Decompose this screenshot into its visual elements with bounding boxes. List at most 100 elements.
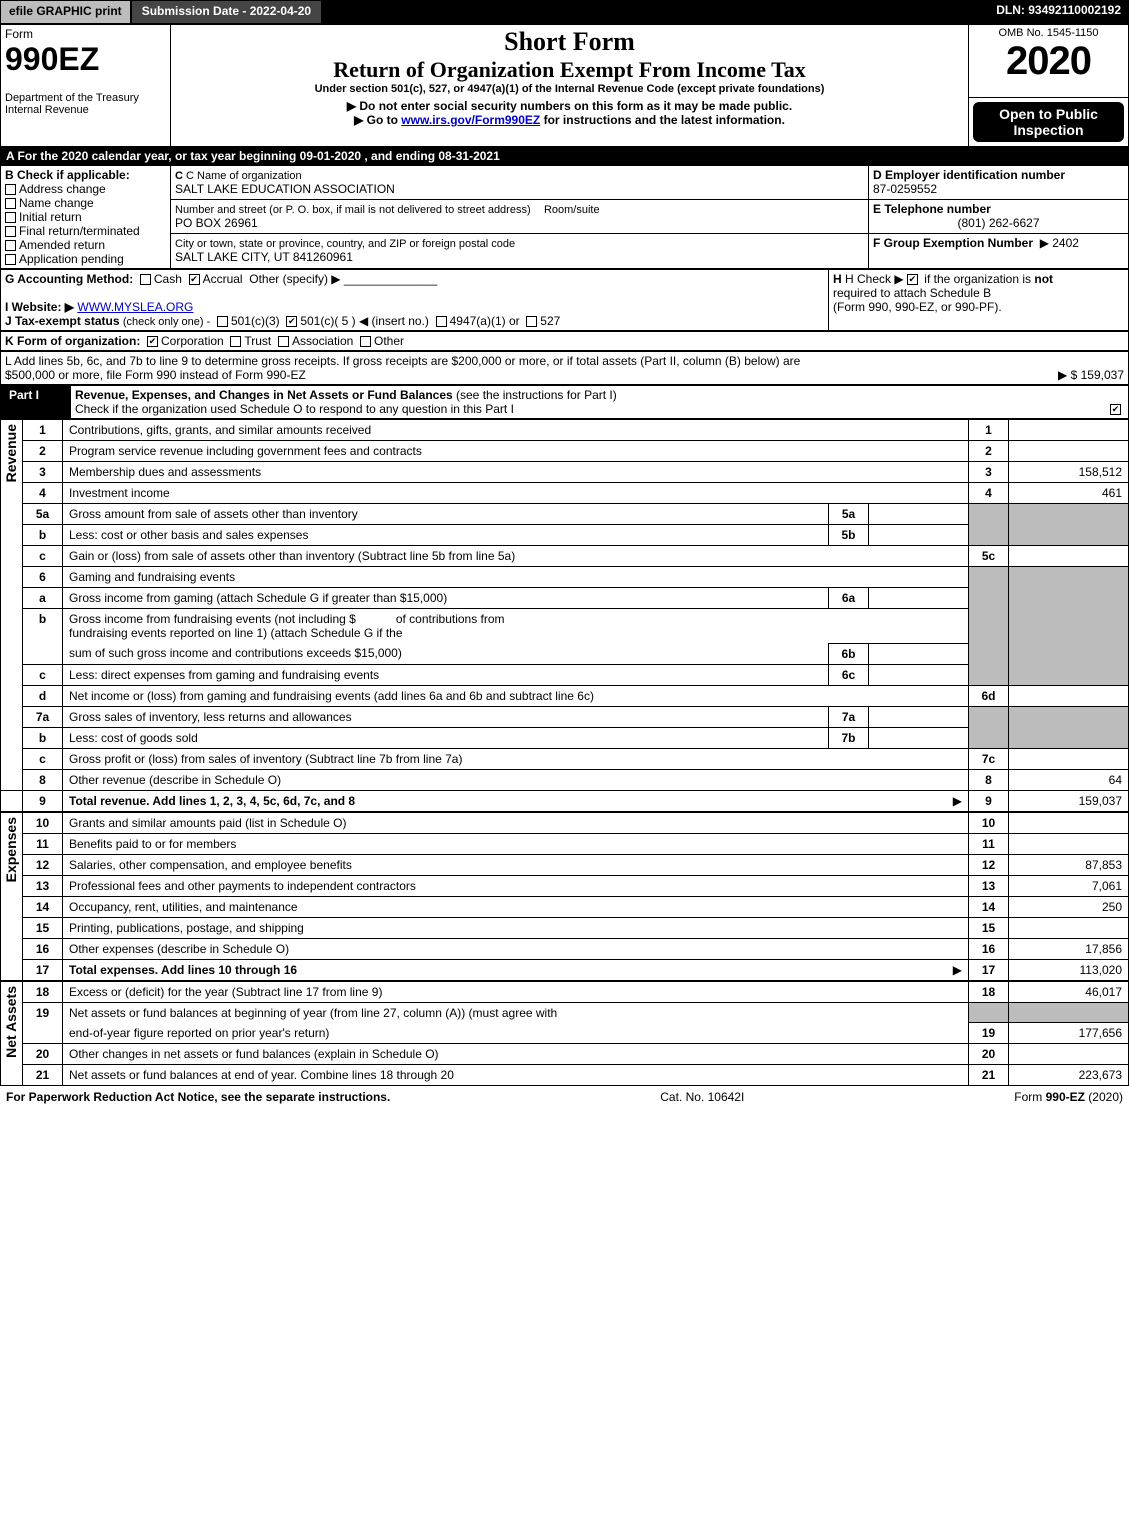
irs-link[interactable]: www.irs.gov/Form990EZ [401, 113, 540, 127]
city-label: City or town, state or province, country… [175, 238, 515, 250]
form-word: Form [5, 27, 166, 41]
ln11-amt [1009, 833, 1129, 854]
ln21-amt: 223,673 [1009, 1065, 1129, 1086]
netassets-sidebar: Net Assets [1, 982, 21, 1062]
ln17-text: Total expenses. Add lines 10 through 16 [69, 963, 297, 977]
ln16-ref: 16 [969, 938, 1009, 959]
ein-label: D Employer identification number [873, 168, 1065, 182]
check-4947[interactable] [436, 316, 447, 327]
check-address-change[interactable] [5, 184, 16, 195]
website-link[interactable]: WWW.MYSLEA.ORG [77, 300, 193, 314]
lbl-h-rest: if the organization is [924, 272, 1031, 286]
dln-label: DLN: 93492110002192 [988, 0, 1129, 24]
ssn-warning: ▶ Do not enter social security numbers o… [175, 99, 964, 113]
ln20-text: Other changes in net assets or fund bala… [63, 1044, 969, 1065]
ln7c-ref: 7c [969, 748, 1009, 769]
check-assoc[interactable] [278, 336, 289, 347]
check-527[interactable] [526, 316, 537, 327]
ln15-text: Printing, publications, postage, and shi… [63, 917, 969, 938]
ln13-num: 13 [23, 875, 63, 896]
omb-label: OMB No. 1545-1150 [973, 27, 1124, 39]
revenue-sidebar: Revenue [1, 420, 21, 486]
netassets-table: Net Assets 18 Excess or (deficit) for th… [0, 981, 1129, 1087]
lbl-name-change: Name change [19, 196, 94, 210]
ln19-amt: 177,656 [1009, 1023, 1129, 1044]
ln7a-text: Gross sales of inventory, less returns a… [63, 706, 829, 727]
top-bar: efile GRAPHIC print Submission Date - 20… [0, 0, 1129, 24]
check-501c[interactable] [286, 316, 297, 327]
check-application-pending[interactable] [5, 254, 16, 265]
group-exemption-label: F Group Exemption Number [873, 236, 1033, 250]
form-subtitle: Under section 501(c), 527, or 4947(a)(1)… [175, 83, 964, 95]
check-cash[interactable] [140, 274, 151, 285]
ln4-ref: 4 [969, 482, 1009, 503]
submission-date-label: Submission Date - 2022-04-20 [131, 0, 322, 24]
ln7a-sub: 7a [829, 706, 869, 727]
section-l-text2: $500,000 or more, file Form 990 instead … [5, 368, 306, 382]
check-corp[interactable] [147, 336, 158, 347]
check-schedule-b[interactable] [907, 274, 918, 285]
ln8-text: Other revenue (describe in Schedule O) [63, 769, 969, 790]
lbl-initial-return: Initial return [19, 210, 82, 224]
check-schedule-o[interactable] [1110, 404, 1121, 415]
part1-label: Part I [1, 385, 71, 418]
section-b-label: B Check if applicable: [5, 168, 130, 182]
street-label: Number and street (or P. O. box, if mail… [175, 204, 531, 216]
check-name-change[interactable] [5, 198, 16, 209]
ln6a-num: a [23, 587, 63, 608]
org-info-table: B Check if applicable: Address change Na… [0, 165, 1129, 269]
revenue-table: Revenue 1 Contributions, gifts, grants, … [0, 419, 1129, 812]
ln3-amt: 158,512 [1009, 461, 1129, 482]
ln5c-num: c [23, 545, 63, 566]
ln8-num: 8 [23, 769, 63, 790]
ln6b-t2: of contributions from [396, 612, 505, 626]
ln18-text: Excess or (deficit) for the year (Subtra… [63, 981, 969, 1002]
section-h-label: H H Check ▶ [833, 272, 904, 286]
ln5b-num: b [23, 524, 63, 545]
section-l-text1: L Add lines 5b, 6c, and 7b to line 9 to … [5, 354, 800, 368]
ln2-amt [1009, 440, 1129, 461]
ln16-num: 16 [23, 938, 63, 959]
check-501c3[interactable] [217, 316, 228, 327]
check-accrual[interactable] [189, 274, 200, 285]
lbl-accrual: Accrual [203, 272, 243, 286]
ln20-num: 20 [23, 1044, 63, 1065]
ln5c-text: Gain or (loss) from sale of assets other… [63, 545, 969, 566]
page-footer: For Paperwork Reduction Act Notice, see … [0, 1086, 1129, 1108]
check-initial-return[interactable] [5, 212, 16, 223]
efile-print-button[interactable]: efile GRAPHIC print [0, 0, 131, 24]
goto-post: for instructions and the latest informat… [540, 113, 785, 127]
ln21-text: Net assets or fund balances at end of ye… [63, 1065, 969, 1086]
expenses-sidebar: Expenses [1, 813, 21, 886]
street-value: PO BOX 26961 [175, 216, 258, 230]
ln12-text: Salaries, other compensation, and employ… [63, 854, 969, 875]
check-trust[interactable] [230, 336, 241, 347]
check-amended-return[interactable] [5, 240, 16, 251]
section-j-label: J Tax-exempt status (check only one) - [5, 314, 210, 328]
ln15-num: 15 [23, 917, 63, 938]
ln10-amt [1009, 812, 1129, 833]
lbl-501c: 501(c)( 5 ) ◀ (insert no.) [300, 314, 429, 328]
ln6d-text: Net income or (loss) from gaming and fun… [63, 685, 969, 706]
ln18-ref: 18 [969, 981, 1009, 1002]
phone-value: (801) 262-6627 [873, 216, 1124, 230]
ln5b-text: Less: cost or other basis and sales expe… [63, 524, 829, 545]
ln9-text: Total revenue. Add lines 1, 2, 3, 4, 5c,… [69, 794, 355, 808]
ln19-text1: Net assets or fund balances at beginning… [63, 1002, 969, 1023]
form-title: Return of Organization Exempt From Incom… [175, 57, 964, 83]
footer-mid: Cat. No. 10642I [660, 1090, 744, 1104]
room-label: Room/suite [544, 204, 600, 216]
ln12-amt: 87,853 [1009, 854, 1129, 875]
check-other-org[interactable] [360, 336, 371, 347]
ln6-text: Gaming and fundraising events [63, 566, 969, 587]
phone-label: E Telephone number [873, 202, 991, 216]
short-form-title: Short Form [175, 27, 964, 57]
check-final-return[interactable] [5, 226, 16, 237]
lbl-final-return: Final return/terminated [19, 224, 140, 238]
ln2-text: Program service revenue including govern… [63, 440, 969, 461]
form-header-table: Form 990EZ Department of the Treasury In… [0, 24, 1129, 147]
ln9-amt: 159,037 [1009, 790, 1129, 811]
ln11-num: 11 [23, 833, 63, 854]
form-number: 990EZ [5, 41, 166, 78]
ln21-ref: 21 [969, 1065, 1009, 1086]
